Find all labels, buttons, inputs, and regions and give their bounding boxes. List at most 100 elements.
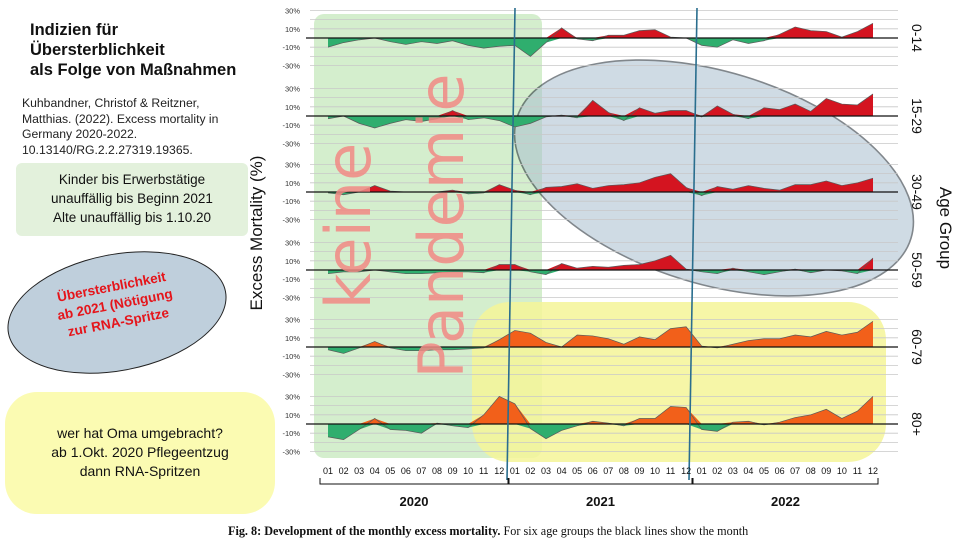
y-tick-label: -10% <box>282 43 300 52</box>
series-line-50-59 <box>327 254 874 275</box>
y-tick-label: 30% <box>285 392 300 401</box>
series-line-15-29 <box>327 93 874 129</box>
month-tick-label: 12 <box>868 466 878 476</box>
month-tick-label: 08 <box>432 466 442 476</box>
y-tick-label: 10% <box>285 179 300 188</box>
month-tick-label: 09 <box>821 466 831 476</box>
month-tick-label: 06 <box>775 466 785 476</box>
positive-area-30-49 <box>328 173 873 192</box>
figure-caption: Fig. 8: Development of the monthly exces… <box>228 524 960 539</box>
y-tick-label: 10% <box>285 25 300 34</box>
y-axis-label: Excess Mortality (%) <box>247 156 266 311</box>
year-divider <box>506 7 516 481</box>
green-note-box <box>16 163 248 236</box>
month-tick-label: 11 <box>853 466 862 476</box>
positive-area-80+ <box>328 396 873 424</box>
month-tick-label: 07 <box>416 466 426 476</box>
series-line-80+ <box>327 395 874 441</box>
month-tick-label: 10 <box>650 466 660 476</box>
month-tick-label: 05 <box>759 466 769 476</box>
month-tick-label: 02 <box>339 466 349 476</box>
y-tick-label: -10% <box>282 275 300 284</box>
y-tick-label: 30% <box>285 84 300 93</box>
green-note-text: Kinder bis Erwerbstätige unauffällig bis… <box>51 172 213 225</box>
elderly-zone <box>472 302 886 462</box>
month-tick-label: 11 <box>666 466 675 476</box>
y-tick-label: -30% <box>282 216 300 225</box>
negative-area-50-59 <box>328 270 873 275</box>
negative-area-0-14 <box>328 38 873 57</box>
y-tick-label: -10% <box>282 429 300 438</box>
month-tick-label: 08 <box>619 466 629 476</box>
month-tick-label: 03 <box>354 466 364 476</box>
y-tick-label: 30% <box>285 6 300 15</box>
month-tick-label: 05 <box>385 466 395 476</box>
month-tick-label: 09 <box>448 466 458 476</box>
month-tick-label: 07 <box>790 466 800 476</box>
negative-area-60-79 <box>328 347 873 354</box>
month-tick-label: 02 <box>525 466 535 476</box>
year-label: 2021 <box>586 494 615 509</box>
month-tick-label: 07 <box>603 466 613 476</box>
month-tick-label: 04 <box>557 466 567 476</box>
y-tick-label: -10% <box>282 197 300 206</box>
yellow-note-box <box>5 392 275 514</box>
month-tick-label: 04 <box>370 466 380 476</box>
year-bracket <box>319 478 509 485</box>
month-tick-label: 10 <box>463 466 473 476</box>
month-tick-label: 12 <box>681 466 691 476</box>
month-tick-label: 01 <box>697 466 707 476</box>
age-group-label: 60-79 <box>909 329 925 365</box>
month-tick-label: 03 <box>541 466 551 476</box>
month-tick-label: 12 <box>494 466 504 476</box>
y-tick-label: 30% <box>285 315 300 324</box>
month-tick-label: 01 <box>510 466 520 476</box>
age-group-label: 80+ <box>909 412 925 436</box>
year-bracket <box>508 478 693 485</box>
y-tick-label: -30% <box>282 371 300 380</box>
age-group-label: 0-14 <box>909 24 925 52</box>
y-tick-label: -30% <box>282 62 300 71</box>
month-tick-label: 11 <box>479 466 488 476</box>
y-tick-label: -30% <box>282 294 300 303</box>
y-tick-label: 30% <box>285 160 300 169</box>
negative-area-80+ <box>328 424 873 440</box>
page-title: Indizien für Übersterblichkeit als Folge… <box>30 21 237 79</box>
positive-area-15-29 <box>328 93 873 116</box>
year-label: 2022 <box>771 494 800 509</box>
y-tick-label: 10% <box>285 103 300 112</box>
year-divider <box>688 7 698 481</box>
age-group-label: 15-29 <box>909 98 925 134</box>
month-tick-label: 04 <box>743 466 753 476</box>
y-tick-label: -30% <box>282 448 300 457</box>
citation-text: Kuhbandner, Christof & Reitzner, Matthia… <box>22 96 219 157</box>
age-group-label: 50-59 <box>909 252 925 288</box>
overlay-word-pandemie: Pandemie <box>405 73 478 378</box>
month-tick-label: 10 <box>837 466 847 476</box>
young-excess-ellipse <box>513 59 915 297</box>
overlay-word-keine: keine <box>312 143 385 310</box>
month-tick-label: 09 <box>634 466 644 476</box>
month-tick-label: 03 <box>728 466 738 476</box>
caption-rest: For six age groups the black lines show … <box>500 524 749 538</box>
y-tick-label: 10% <box>285 257 300 266</box>
age-group-label: 30-49 <box>909 174 925 210</box>
y-tick-label: 10% <box>285 334 300 343</box>
caption-bold: Fig. 8: Development of the monthly exces… <box>228 524 501 538</box>
year-label: 2020 <box>400 494 429 509</box>
positive-area-0-14 <box>328 23 873 38</box>
month-tick-label: 06 <box>401 466 411 476</box>
month-tick-label: 01 <box>323 466 333 476</box>
y-tick-label: -10% <box>282 121 300 130</box>
series-line-60-79 <box>327 320 874 354</box>
month-tick-label: 08 <box>806 466 816 476</box>
y-tick-label: -10% <box>282 352 300 361</box>
negative-area-15-29 <box>328 116 873 128</box>
month-tick-label: 02 <box>712 466 722 476</box>
yellow-note-text: wer hat Oma umgebracht? ab 1.Okt. 2020 P… <box>51 425 229 479</box>
month-tick-label: 05 <box>572 466 582 476</box>
y-tick-label: 30% <box>285 238 300 247</box>
year-bracket <box>692 478 879 485</box>
right-axis-label: Age Group <box>936 187 955 269</box>
